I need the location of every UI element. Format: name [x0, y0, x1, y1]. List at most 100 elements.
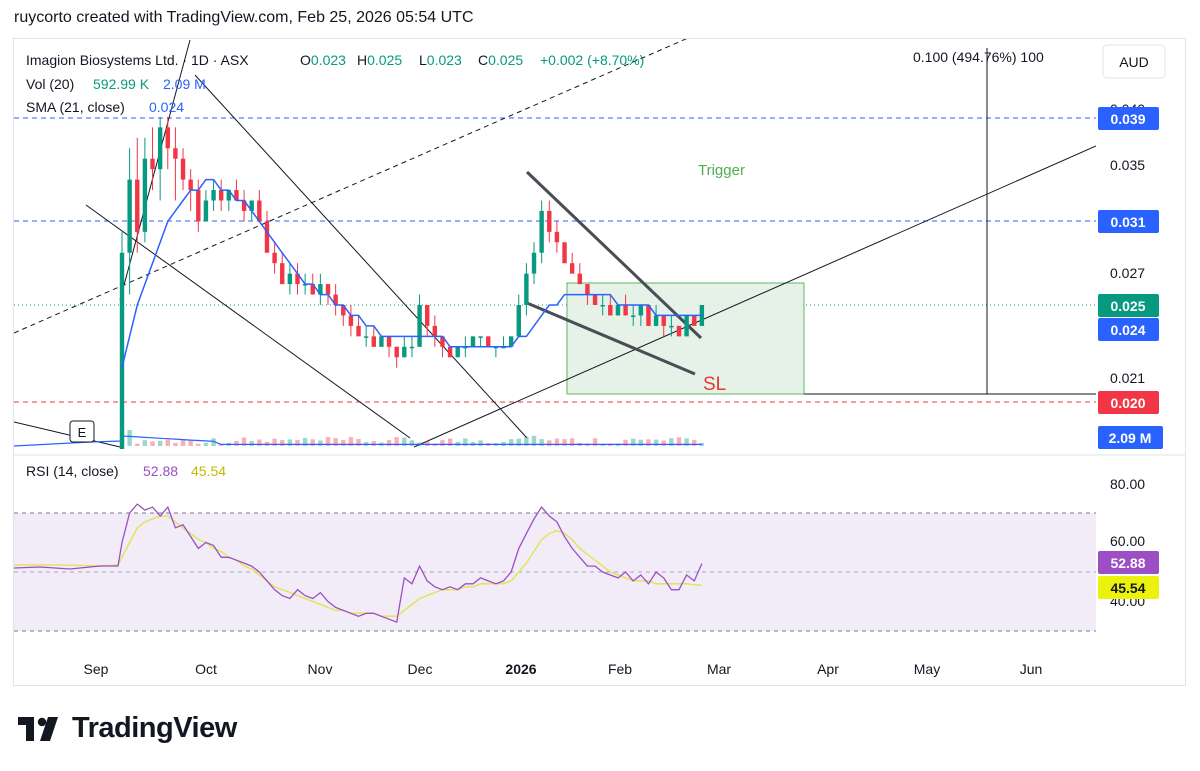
candle[interactable] — [295, 263, 300, 295]
candle[interactable] — [203, 190, 209, 222]
candle[interactable] — [371, 325, 376, 347]
candle[interactable] — [516, 294, 521, 337]
candle[interactable] — [196, 179, 201, 232]
candle[interactable] — [554, 221, 560, 253]
candle[interactable] — [615, 305, 621, 316]
candle[interactable] — [173, 127, 178, 201]
price-axis[interactable]: 0.040 0.035 0.027 0.021 0.039 0.031 0.02… — [1098, 101, 1163, 449]
candle[interactable] — [409, 336, 415, 358]
sma-line[interactable] — [121, 178, 702, 368]
candle[interactable] — [447, 346, 453, 358]
left-trend-line[interactable] — [14, 421, 121, 448]
candle[interactable] — [135, 137, 140, 253]
candle[interactable] — [142, 137, 148, 243]
candle[interactable] — [562, 242, 567, 264]
candle[interactable] — [150, 127, 155, 191]
candle[interactable] — [455, 346, 460, 358]
candle[interactable] — [226, 190, 232, 211]
candle[interactable] — [425, 305, 430, 337]
candle[interactable] — [417, 294, 422, 347]
candle[interactable] — [318, 273, 323, 305]
volume-badge — [1098, 426, 1163, 449]
volume-bar — [150, 441, 155, 446]
candle[interactable] — [508, 336, 514, 347]
candle[interactable] — [180, 148, 186, 191]
candle[interactable] — [363, 325, 369, 347]
candle[interactable] — [592, 294, 598, 305]
candle[interactable] — [211, 179, 216, 211]
candle[interactable] — [394, 346, 399, 368]
candle[interactable] — [577, 263, 582, 285]
candle[interactable] — [493, 346, 499, 358]
candle[interactable] — [692, 315, 697, 326]
candle[interactable] — [478, 336, 483, 347]
candle[interactable] — [280, 252, 285, 285]
candle[interactable] — [676, 325, 682, 337]
wedge-lower-line[interactable] — [526, 301, 696, 376]
candle[interactable] — [348, 305, 354, 337]
candle[interactable] — [241, 190, 247, 222]
dashed-channel-upper[interactable] — [14, 38, 688, 334]
candle[interactable] — [569, 252, 575, 274]
candle[interactable] — [684, 315, 689, 337]
candle[interactable] — [531, 242, 537, 285]
candle[interactable] — [119, 231, 125, 514]
currency-button[interactable]: AUD — [1102, 44, 1166, 79]
candle[interactable] — [547, 200, 552, 243]
candle[interactable] — [661, 315, 666, 337]
rsi-line[interactable] — [14, 503, 703, 623]
candle[interactable] — [524, 263, 529, 316]
candle[interactable] — [539, 200, 544, 264]
candle[interactable] — [379, 336, 384, 347]
candle[interactable] — [432, 315, 438, 347]
candle[interactable] — [386, 336, 392, 358]
candle-body — [241, 200, 247, 211]
volume-bar — [310, 439, 315, 446]
legend-sma-value: 0.024 — [149, 99, 184, 115]
long-trend-line[interactable] — [413, 145, 1096, 448]
candle[interactable] — [669, 315, 674, 337]
candle[interactable] — [127, 148, 132, 295]
price-badge-0039-label: 0.039 — [1110, 111, 1145, 127]
candle[interactable] — [638, 305, 644, 326]
volume-bar — [371, 441, 376, 446]
candle-body — [280, 263, 285, 285]
wedge-upper-line[interactable] — [525, 170, 703, 340]
candles[interactable] — [119, 116, 705, 514]
trend-drawings[interactable] — [14, 38, 1096, 448]
volume-bar — [653, 439, 659, 446]
candle[interactable] — [341, 305, 346, 326]
candle[interactable] — [333, 284, 338, 316]
candle[interactable] — [608, 294, 613, 316]
channel-upper-line[interactable] — [194, 74, 528, 439]
candle[interactable] — [600, 294, 605, 316]
trigger-box[interactable] — [566, 282, 805, 395]
candle-body — [615, 305, 621, 316]
candle[interactable] — [402, 336, 407, 358]
tradingview-logo[interactable]: TradingView — [18, 712, 237, 745]
candle[interactable] — [356, 315, 361, 337]
candle[interactable] — [165, 116, 170, 170]
candle[interactable] — [486, 336, 491, 347]
candle[interactable] — [440, 336, 445, 358]
candle-body — [653, 315, 659, 326]
candle-body — [585, 284, 590, 295]
rsi-legend: RSI (14, close) 52.88 45.54 — [26, 463, 226, 479]
candle[interactable] — [646, 305, 651, 326]
time-axis[interactable]: Sep Oct Nov Dec 2026 Feb Mar Apr May Jun — [84, 661, 1043, 677]
candle[interactable] — [287, 263, 293, 295]
rsi-axis[interactable]: 80.00 60.00 40.00 52.88 45.54 — [1098, 476, 1159, 609]
rally-trendline[interactable] — [119, 39, 191, 301]
channel-lower-line[interactable] — [85, 204, 411, 439]
rsi-ma-line[interactable] — [14, 515, 702, 618]
candle[interactable] — [157, 116, 163, 201]
candle[interactable] — [218, 179, 224, 211]
candle[interactable] — [631, 305, 636, 326]
candle[interactable] — [234, 179, 239, 201]
earnings-marker[interactable]: E — [69, 420, 95, 443]
candle[interactable] — [257, 190, 262, 222]
candle[interactable] — [470, 336, 476, 347]
candle[interactable] — [272, 242, 277, 274]
candle-body — [234, 190, 239, 201]
